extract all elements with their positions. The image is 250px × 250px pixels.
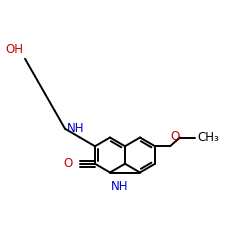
Text: CH₃: CH₃ xyxy=(198,131,219,144)
Text: OH: OH xyxy=(6,43,24,56)
Text: O: O xyxy=(64,157,73,170)
Text: O: O xyxy=(170,130,180,143)
Text: NH: NH xyxy=(67,122,84,135)
Text: NH: NH xyxy=(111,180,129,193)
